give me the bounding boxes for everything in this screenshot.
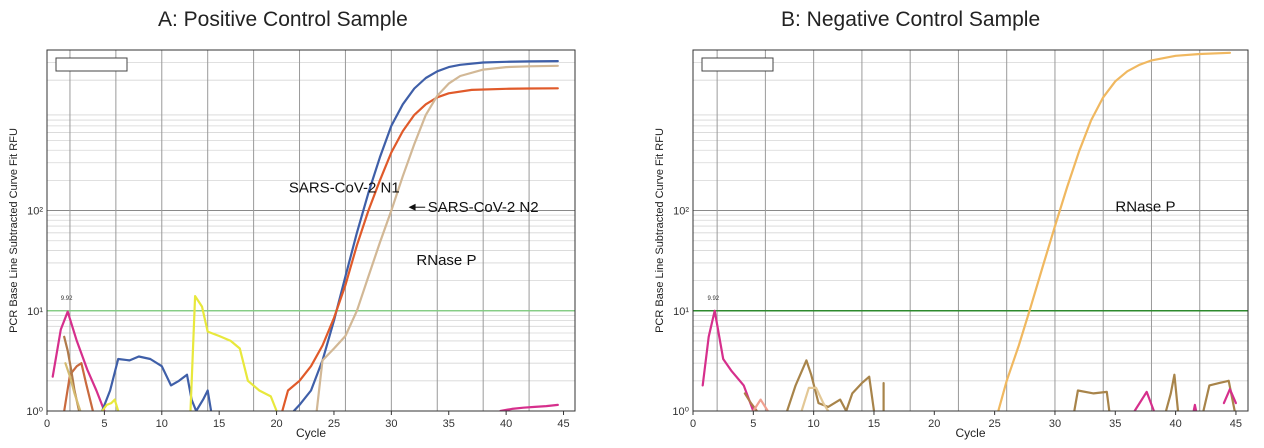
panel-a-series-trace-9: [189, 295, 278, 411]
panel-a-x-tick-label: 0: [44, 418, 50, 430]
panel-b-y-tick-label: 10¹: [673, 306, 689, 318]
panel-a-legend-box: [55, 57, 128, 72]
panel-a-annotation-rnase-p: RNase P: [416, 252, 476, 269]
panel-b-plot-background: [693, 50, 1248, 411]
panel-a-x-tick-label: 20: [270, 418, 282, 430]
panel-b-x-tick-label: 40: [1169, 418, 1181, 430]
panel-a-series-trace-3: [51, 310, 106, 411]
panel-a-annotation-arrow-head: [408, 203, 416, 211]
panel-b-series-rnase-p: [997, 51, 1232, 411]
panel-a-x-tick-label: 10: [156, 418, 168, 430]
panel-a-title: A: Positive Control Sample: [158, 8, 408, 31]
panel-a-series-trace-6: [64, 362, 82, 411]
panel-b-series-trace-9: [1164, 373, 1180, 411]
panel-b-x-tick-label: 45: [1230, 418, 1242, 430]
panel-a-series-sars-cov-2-n2: [281, 87, 559, 411]
panel-a-plot-background: [47, 50, 575, 411]
panel-a-x-tick-label: 30: [385, 418, 397, 430]
panel-b-x-axis-label: Cycle: [955, 426, 985, 440]
panel-a-y-axis-label: PCR Base Line Subtracted Curve Fit RFU: [8, 128, 20, 333]
panel-a-series-group: [51, 59, 559, 411]
panel-b-x-tick-label: 35: [1109, 418, 1121, 430]
panel-a-plot-border: [46, 49, 576, 412]
panel-b-plot: 9.92 0 5 10 15 20 25 30 35 40 45 10⁰ 10¹ 10² Cycle PCR …: [654, 49, 1249, 440]
panel-a-y-tick-label: 10¹: [27, 306, 43, 318]
panel-a-series-sars-cov-2-n1: [292, 59, 559, 411]
panel-b-series-group: [701, 51, 1238, 411]
panel-b-series-trace-1: [701, 309, 755, 411]
panel-a-x-tick-label: 35: [443, 418, 455, 430]
panel-b-x-tick-label: 5: [750, 418, 756, 430]
panel-b-plot-border: [692, 49, 1249, 412]
panel-a-series-trace-8: [100, 398, 120, 411]
panel-b-series-trace-7: [1073, 389, 1111, 411]
panel-a-series-trace-4: [63, 362, 95, 411]
panel-b-x-tick-label: 30: [1049, 418, 1061, 430]
panel-a-plot: 9.92 0 5 10 15 20 25 30 35 40 45 10⁰ 10¹ 10² Cycle PCR …: [8, 49, 576, 440]
panel-a-x-tick-label: 25: [328, 418, 340, 430]
panel-b-series-trace-12: [1222, 388, 1238, 405]
panel-a-series-trace-7: [100, 355, 213, 411]
panel-a-x-tick-label: 40: [500, 418, 512, 430]
panel-a-annotation-sars-cov-2-n1: SARS-CoV-2 N1: [289, 179, 400, 196]
panel-b-series-trace-4: [785, 359, 876, 411]
panel-b-x-tick-label: 20: [928, 418, 940, 430]
panel-b-title: B: Negative Control Sample: [781, 8, 1041, 31]
panel-b-x-tick-label: 10: [808, 418, 820, 430]
panel-a-x-tick-label: 45: [557, 418, 569, 430]
panel-b-series-trace-10: [1192, 403, 1198, 411]
panel-a-x-tick-label: 5: [101, 418, 107, 430]
panel-b-y-tick-label: 10⁰: [672, 406, 689, 418]
panel-a-y-tick-label: 10⁰: [26, 406, 43, 418]
panel-a-series-trace-10: [499, 403, 559, 411]
panel-b-legend-box: [701, 57, 774, 72]
panel-b-annotation-rnase-p: RNase P: [1115, 198, 1175, 215]
panel-b-series-trace-8: [1133, 390, 1156, 411]
panel-a-series-rnase-p: [315, 64, 559, 411]
panel-b-y-tick-label: 10²: [673, 206, 689, 218]
panel-a-threshold-label: 9.92: [61, 296, 73, 302]
panel-a-x-tick-label: 15: [213, 418, 225, 430]
panel-a-annotation-sars-cov-2-n2: SARS-CoV-2 N2: [428, 199, 539, 216]
panel-a-y-tick-label: 10²: [27, 206, 43, 218]
panel-b-threshold-label: 9.92: [707, 296, 719, 302]
panel-b-x-tick-label: 25: [989, 418, 1001, 430]
panel-b-series-trace-3: [752, 398, 769, 411]
panel-b-series-trace-5: [800, 386, 830, 411]
panel-a-x-axis-label: Cycle: [296, 426, 326, 440]
panel-b-y-axis-label: PCR Base Line Subtracted Curve Fit RFU: [654, 128, 666, 333]
panel-b-x-tick-label: 15: [868, 418, 880, 430]
panel-b-x-tick-label: 0: [690, 418, 696, 430]
